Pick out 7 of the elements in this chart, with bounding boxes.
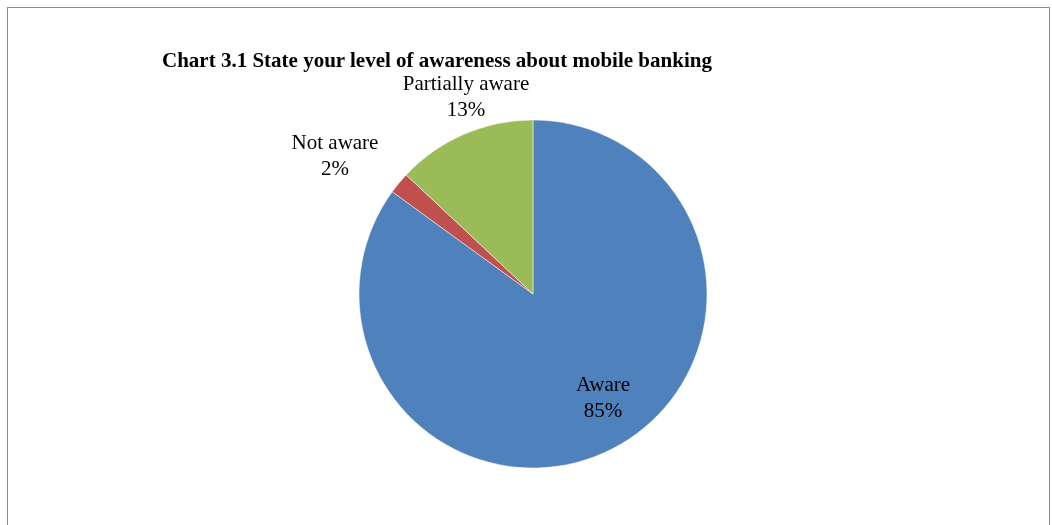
data-label: 13% bbox=[446, 97, 486, 121]
data-label: 85% bbox=[583, 398, 623, 422]
slice-label: Aware bbox=[575, 372, 631, 396]
chart-title: Chart 3.1 State your level of awareness about mobile banking bbox=[162, 47, 713, 72]
slice-label: Not aware bbox=[291, 130, 379, 154]
data-label: 2% bbox=[321, 156, 349, 180]
slice-label: Partially aware bbox=[402, 71, 530, 95]
